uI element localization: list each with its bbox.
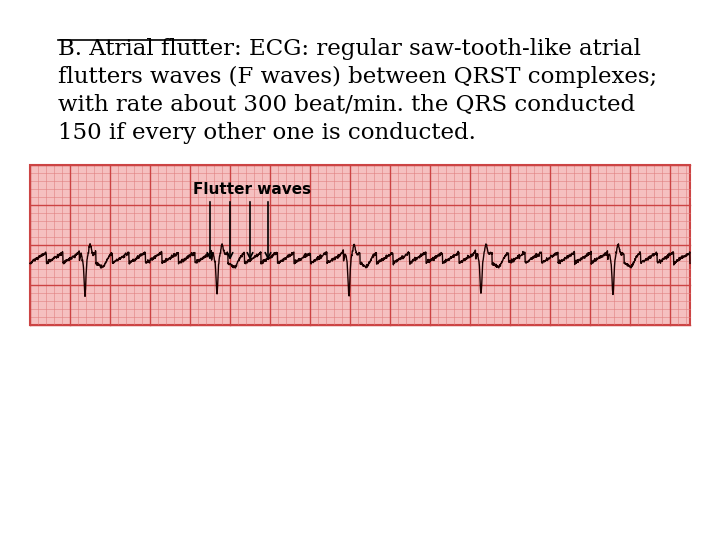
Text: flutters waves (F waves) between QRST complexes;: flutters waves (F waves) between QRST co… bbox=[58, 66, 657, 88]
Text: Flutter waves: Flutter waves bbox=[193, 182, 311, 197]
Text: 150 if every other one is conducted.: 150 if every other one is conducted. bbox=[58, 122, 476, 144]
Text: with rate about 300 beat/min. the QRS conducted: with rate about 300 beat/min. the QRS co… bbox=[58, 94, 635, 116]
Bar bbox=[30, 165, 690, 325]
Text: B. Atrial flutter: ECG: regular saw-tooth-like atrial: B. Atrial flutter: ECG: regular saw-toot… bbox=[58, 38, 641, 60]
